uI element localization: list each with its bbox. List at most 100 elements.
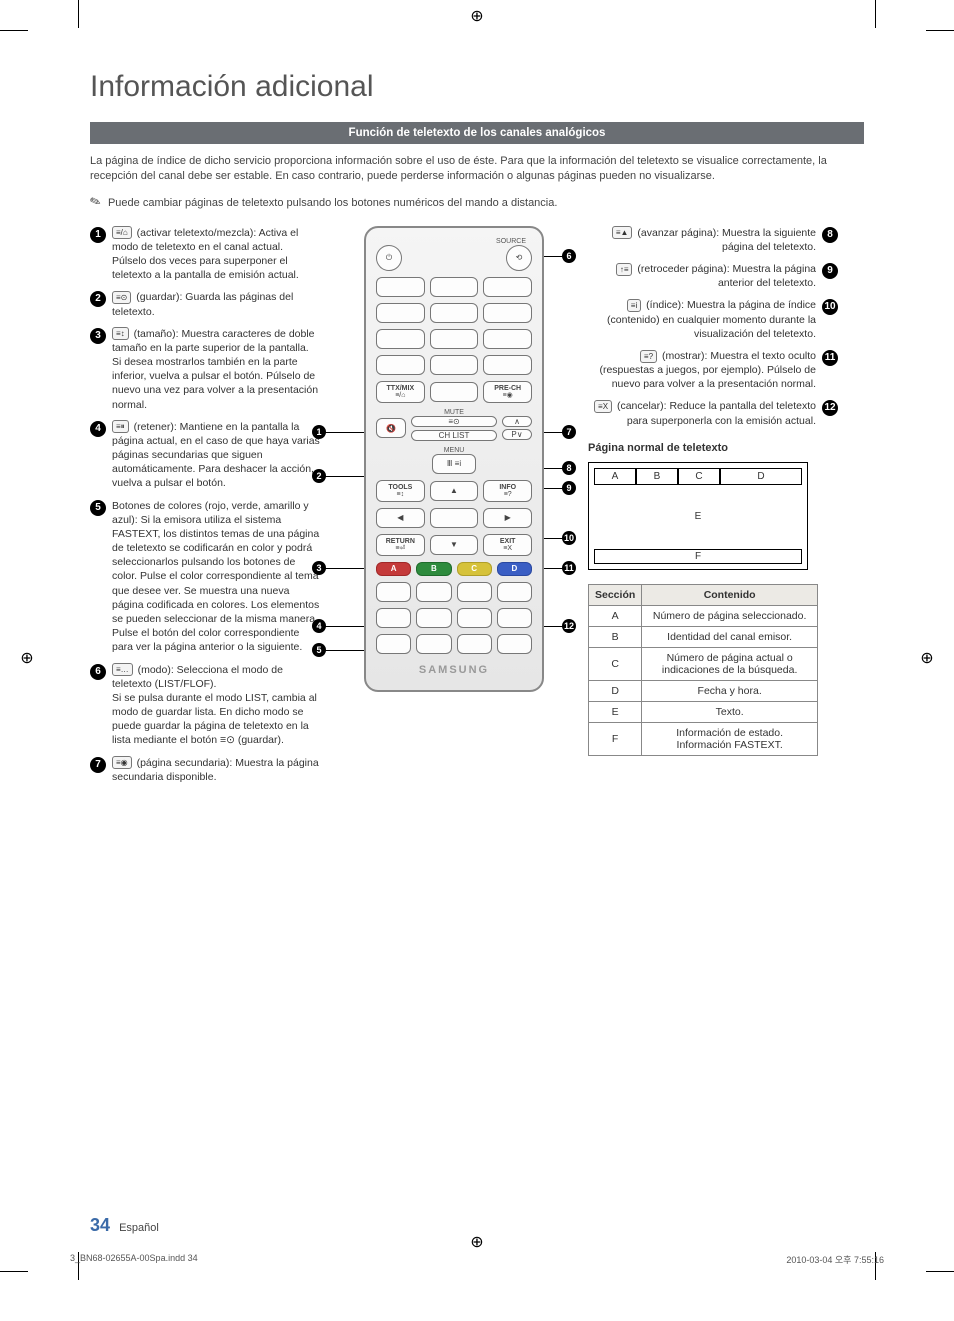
table-row: DFecha y hora.: [589, 680, 818, 701]
left-column: 1 ≡/⌂ (activar teletexto/mezcla): Activa…: [90, 226, 320, 792]
footer-right: 2010-03-04 오후 7:55:16: [786, 1253, 884, 1266]
table-cell-content: Identidad del canal emisor.: [642, 626, 818, 647]
footer-left: 3_BN68-02655A-00Spa.indd 34: [70, 1253, 198, 1266]
menu-label: MENU: [376, 447, 532, 454]
item-badge: 2: [90, 291, 106, 307]
p-up-button[interactable]: ∧: [502, 416, 532, 427]
num-button[interactable]: [483, 277, 532, 297]
num-button[interactable]: [430, 329, 479, 349]
callout-7: 7: [562, 425, 576, 439]
right-column: ≡▲ (avanzar página): Muestra la siguient…: [588, 226, 838, 756]
p-down-button[interactable]: P∨: [502, 429, 532, 440]
table-cell-content: Número de página actual o indicaciones d…: [642, 647, 818, 680]
table-cell-content: Número de página seleccionado.: [642, 605, 818, 626]
item-text: ≡? (mostrar): Muestra el texto oculto (r…: [588, 349, 816, 392]
button-glyph-icon: ≡/⌂: [112, 226, 132, 239]
remote-control: SOURCE ⏻ ⟲ TTX/MIX≡/⌂ PRE-CH≡◉ MUTE 🔇: [364, 226, 544, 692]
callout-11: 11: [562, 561, 576, 575]
tlx-cell-b: B: [636, 468, 678, 485]
num-button[interactable]: [483, 329, 532, 349]
ext-button[interactable]: [376, 634, 411, 654]
list-item: 6 ≡… (modo): Selecciona el modo de telet…: [90, 663, 320, 748]
table-cell-section: E: [589, 701, 642, 722]
color-b-button[interactable]: B: [416, 562, 451, 576]
ext-button[interactable]: [457, 634, 492, 654]
callout-1: 1: [312, 425, 326, 439]
leader-line: [324, 650, 368, 651]
ext-button[interactable]: [416, 582, 451, 602]
color-d-button[interactable]: D: [497, 562, 532, 576]
nav-up-button[interactable]: ▲: [430, 481, 479, 501]
remote-brand: SAMSUNG: [376, 664, 532, 676]
list-item: ≡▲ (avanzar página): Muestra la siguient…: [588, 226, 838, 254]
callout-4: 4: [312, 619, 326, 633]
content-columns: 1 ≡/⌂ (activar teletexto/mezcla): Activa…: [90, 226, 864, 792]
ext-button[interactable]: [497, 608, 532, 628]
item-text: ≡↕ (tamaño): Muestra caracteres de doble…: [112, 327, 320, 412]
num-button[interactable]: [430, 303, 479, 323]
blank-button[interactable]: [430, 382, 479, 402]
tools-button[interactable]: TOOLS≡↕: [376, 480, 425, 502]
nav-right-button[interactable]: ▶: [483, 508, 532, 528]
table-cell-content: Fecha y hora.: [642, 680, 818, 701]
ext-button[interactable]: [457, 608, 492, 628]
ext-button[interactable]: [416, 608, 451, 628]
tlx-cell-e: E: [594, 485, 802, 549]
num-button[interactable]: [483, 355, 532, 375]
button-glyph-icon: ↑≡: [616, 263, 633, 276]
ext-button[interactable]: [497, 582, 532, 602]
power-button[interactable]: ⏻: [376, 245, 402, 271]
note-icon: ✎: [88, 192, 104, 211]
item-text: ≡/⌂ (activar teletexto/mezcla): Activa e…: [112, 226, 320, 283]
pre-ch-button[interactable]: PRE-CH≡◉: [483, 381, 532, 403]
exit-button[interactable]: EXIT≡X: [483, 534, 532, 556]
page-number-value: 34: [90, 1215, 110, 1235]
num-button[interactable]: [483, 303, 532, 323]
num-button[interactable]: [376, 329, 425, 349]
ext-button[interactable]: [497, 634, 532, 654]
nav-left-button[interactable]: ◀: [376, 508, 425, 528]
vol-button[interactable]: 🔇: [376, 418, 406, 438]
ttx-mix-button[interactable]: TTX/MIX≡/⌂: [376, 381, 425, 403]
ext-button[interactable]: [376, 582, 411, 602]
item-badge: 4: [90, 421, 106, 437]
source-label: SOURCE: [376, 238, 532, 245]
color-c-button[interactable]: C: [457, 562, 492, 576]
table-cell-section: A: [589, 605, 642, 626]
num-button[interactable]: [376, 303, 425, 323]
table-head-content: Contenido: [642, 584, 818, 605]
ext-button[interactable]: [416, 634, 451, 654]
num-button[interactable]: [430, 355, 479, 375]
return-button[interactable]: RETURN≡⏎: [376, 534, 425, 556]
info-button[interactable]: INFO≡?: [483, 480, 532, 502]
table-head-section: Sección: [589, 584, 642, 605]
ext-button[interactable]: [376, 608, 411, 628]
num-button[interactable]: [430, 277, 479, 297]
color-a-button[interactable]: A: [376, 562, 411, 576]
callout-12: 12: [562, 619, 576, 633]
table-cell-content: Texto.: [642, 701, 818, 722]
footer: 3_BN68-02655A-00Spa.indd 34 2010-03-04 오…: [70, 1253, 884, 1266]
store-button[interactable]: ≡⊙: [411, 416, 497, 427]
callout-6: 6: [562, 249, 576, 263]
tlx-cell-a: A: [594, 468, 636, 485]
nav-ok-button[interactable]: [430, 508, 479, 528]
table-cell-section: F: [589, 722, 642, 755]
source-button[interactable]: ⟲: [506, 245, 532, 271]
menu-button[interactable]: Ⅲ ≡i: [432, 454, 476, 474]
num-button[interactable]: [376, 277, 425, 297]
ext-button[interactable]: [457, 582, 492, 602]
item-badge: 6: [90, 664, 106, 680]
table-row: BIdentidad del canal emisor.: [589, 626, 818, 647]
item-text: ≡⏸ (retener): Mantiene en la pantalla la…: [112, 420, 320, 491]
content-table: Sección Contenido ANúmero de página sele…: [588, 584, 818, 756]
table-cell-section: C: [589, 647, 642, 680]
button-glyph-icon: ≡▲: [612, 226, 633, 239]
item-badge: 3: [90, 328, 106, 344]
remote-column: 6 1 7 2 8 9 10 3 11 4 12 5 SOURCE: [334, 226, 574, 692]
num-button[interactable]: [376, 355, 425, 375]
nav-down-button[interactable]: ▼: [430, 535, 479, 555]
table-row: CNúmero de página actual o indicaciones …: [589, 647, 818, 680]
callout-9: 9: [562, 481, 576, 495]
chlist-button[interactable]: CH LIST: [411, 430, 497, 441]
